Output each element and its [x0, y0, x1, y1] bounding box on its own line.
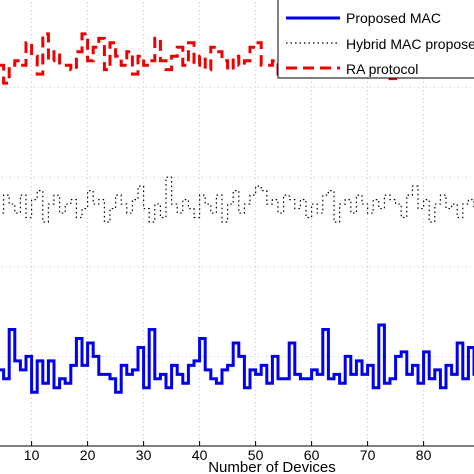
x-tick-label: 80 — [416, 447, 432, 463]
x-axis-label: Number of Devices — [208, 459, 336, 474]
series-line-hybrid-mac-proposed-in — [0, 176, 474, 223]
x-tick-label: 60 — [304, 447, 320, 463]
x-ticks: 10 20 30 40 50 60 70 80 — [24, 441, 432, 463]
x-tick-label: 10 — [24, 447, 40, 463]
legend-label-proposed-mac: Proposed MAC — [346, 10, 441, 26]
series-line-proposed-mac — [0, 323, 474, 394]
x-tick-label: 70 — [360, 447, 376, 463]
legend-label-hybrid-mac: Hybrid MAC proposed in — [346, 36, 474, 52]
x-tick-label: 50 — [248, 447, 264, 463]
legend-box — [277, 0, 474, 79]
x-tick-label: 40 — [192, 447, 208, 463]
legend: Proposed MAC Hybrid MAC proposed in RA p… — [277, 0, 474, 79]
x-tick-label: 20 — [80, 447, 96, 463]
plot-frame — [0, 445, 474, 447]
legend-label-ra-protocol: RA protocol — [346, 61, 418, 77]
x-tick-label: 30 — [136, 447, 152, 463]
